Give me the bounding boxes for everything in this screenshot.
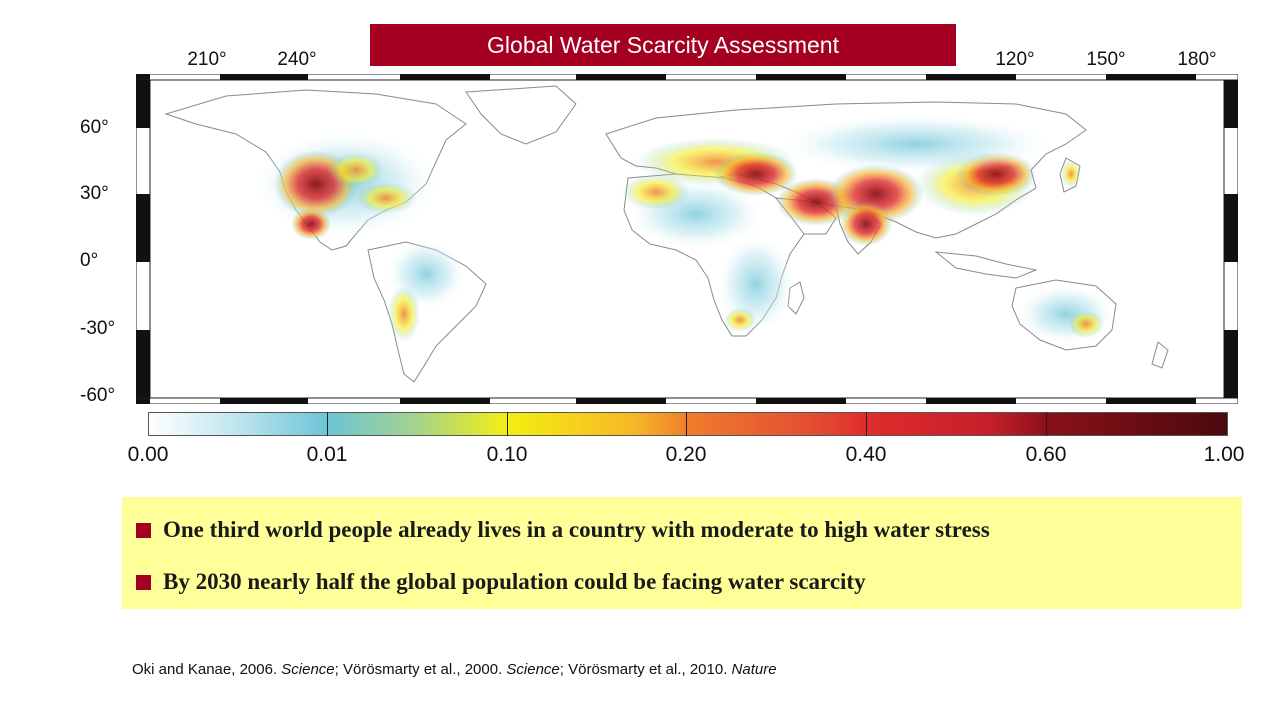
landmass-indonesia bbox=[934, 251, 1038, 279]
colorbar bbox=[148, 412, 1228, 436]
bullet-square-icon bbox=[136, 574, 151, 590]
citation-journal: Science bbox=[506, 661, 560, 678]
bullet-text: By 2030 nearly half the global populatio… bbox=[163, 569, 866, 594]
colorbar-label: 0.01 bbox=[306, 443, 348, 466]
colorbar-label: 0.60 bbox=[1025, 443, 1067, 466]
citation-text: ; Vörösmarty et al., 2000. bbox=[334, 661, 507, 678]
lon-label-150: 150° bbox=[1086, 49, 1126, 70]
lon-label-210: 210° bbox=[187, 49, 227, 70]
colorbar-label: 0.20 bbox=[665, 443, 707, 466]
colorbar-label: 0.00 bbox=[127, 443, 169, 466]
landmass-new-zealand bbox=[1151, 341, 1169, 369]
lat-label-30: 30° bbox=[80, 183, 109, 204]
key-points-box: One third world people already lives in … bbox=[122, 497, 1242, 609]
lat-label-0: 0° bbox=[80, 250, 99, 271]
water-stress-overlay bbox=[251, 114, 1116, 344]
colorbar-tick bbox=[1046, 412, 1047, 436]
world-map bbox=[136, 74, 1238, 404]
citation-journal: Science bbox=[281, 661, 335, 678]
colorbar-tick bbox=[507, 412, 508, 436]
lon-label-180: 180° bbox=[1177, 49, 1217, 70]
colorbar-label: 0.40 bbox=[845, 443, 887, 466]
lon-label-120: 120° bbox=[995, 49, 1035, 70]
citation-journal: Nature bbox=[731, 661, 777, 678]
citation-text: Oki and Kanae, 2006. bbox=[132, 661, 282, 678]
bullet-item: One third world people already lives in … bbox=[136, 517, 990, 543]
lat-label-minus30: -30° bbox=[80, 318, 116, 339]
bullet-text: One third world people already lives in … bbox=[163, 517, 990, 542]
landmass-greenland bbox=[465, 85, 577, 145]
lon-label-240: 240° bbox=[277, 49, 317, 70]
bullet-item: By 2030 nearly half the global populatio… bbox=[136, 569, 866, 595]
colorbar-tick bbox=[327, 412, 328, 436]
colorbar-tick bbox=[866, 412, 867, 436]
lat-label-60: 60° bbox=[80, 117, 109, 138]
title-banner: Global Water Scarcity Assessment bbox=[370, 24, 956, 66]
colorbar-tick bbox=[686, 412, 687, 436]
citation-text: ; Vörösmarty et al., 2010. bbox=[559, 661, 732, 678]
bullet-square-icon bbox=[136, 522, 151, 538]
citation: Oki and Kanae, 2006. Science; Vörösmarty… bbox=[132, 661, 777, 678]
colorbar-label: 0.10 bbox=[486, 443, 528, 466]
page-title: Global Water Scarcity Assessment bbox=[487, 31, 839, 58]
lat-label-minus60: -60° bbox=[80, 385, 116, 406]
colorbar-label: 1.00 bbox=[1203, 443, 1245, 466]
